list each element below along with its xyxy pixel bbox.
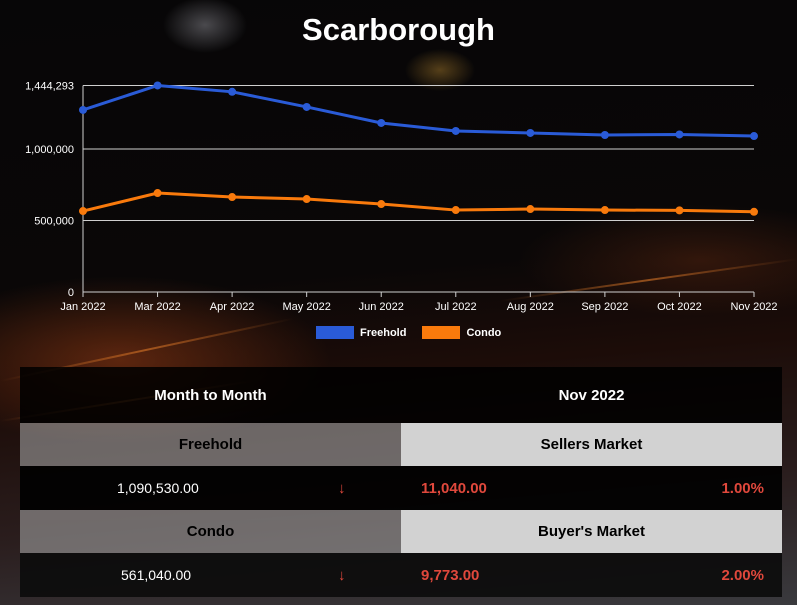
x-tick-label: Jun 2022: [359, 301, 404, 313]
data-point[interactable]: [526, 205, 535, 214]
data-point[interactable]: [79, 105, 87, 114]
data-point[interactable]: [600, 130, 609, 139]
y-tick-label: 500,000: [34, 216, 74, 228]
x-tick-label: Aug 2022: [507, 301, 554, 313]
chart-title: Scarborough: [302, 12, 495, 47]
y-tick-label: 1,444,293: [25, 80, 74, 92]
data-point[interactable]: [675, 206, 684, 215]
legend-label-freehold: Freehold: [360, 326, 407, 339]
freehold-percent: 1.00%: [721, 479, 764, 497]
y-tick-label: 1,000,000: [25, 144, 74, 156]
condo-percent: 2.00%: [721, 566, 764, 584]
freehold-price: 1,090,530.00: [117, 480, 199, 496]
chart-legend: Freehold Condo: [316, 326, 501, 339]
market-summary-table: Month to Month Nov 2022 Freehold Sellers…: [20, 367, 782, 597]
down-arrow-icon: ↓: [338, 566, 346, 584]
x-tick-label: Apr 2022: [210, 301, 255, 313]
freehold-label-row: Freehold Sellers Market: [20, 423, 782, 466]
x-tick-label: Nov 2022: [730, 301, 777, 313]
data-point[interactable]: [377, 200, 386, 209]
legend-label-condo: Condo: [466, 326, 502, 339]
condo-market-status: Buyer's Market: [401, 510, 782, 553]
condo-value-row: 561,040.00 ↓ 9,773.00 2.00%: [20, 553, 782, 597]
x-tick-label: Mar 2022: [134, 301, 180, 313]
data-point[interactable]: [153, 81, 162, 90]
down-arrow-icon: ↓: [338, 479, 346, 497]
x-tick-label: Jan 2022: [60, 301, 105, 313]
condo-label-row: Condo Buyer's Market: [20, 510, 782, 553]
x-tick-label: Jul 2022: [435, 301, 477, 313]
data-point[interactable]: [451, 126, 460, 135]
table-header-row: Month to Month Nov 2022: [20, 367, 782, 423]
legend-swatch-freehold: [316, 326, 354, 339]
header-month: Nov 2022: [401, 367, 782, 423]
freehold-market-status: Sellers Market: [401, 423, 782, 466]
freehold-label: Freehold: [20, 423, 401, 466]
legend-swatch-condo: [422, 326, 461, 339]
data-point[interactable]: [675, 130, 684, 139]
data-point[interactable]: [750, 132, 758, 141]
data-point[interactable]: [228, 87, 237, 96]
line-chart: 0 500,000 1,000,000 1,444,293 Jan 2022 Mar 20…: [25, 80, 777, 313]
data-point[interactable]: [228, 193, 237, 202]
y-tick-label: 0: [68, 287, 74, 299]
data-point[interactable]: [302, 102, 311, 111]
series-line-freehold: [82, 83, 755, 138]
freehold-change: 11,040.00: [421, 479, 487, 497]
data-point[interactable]: [377, 118, 386, 127]
series-line-condo: [82, 191, 755, 214]
condo-price: 561,040.00: [121, 567, 192, 583]
data-point[interactable]: [451, 206, 460, 215]
condo-change: 9,773.00: [421, 566, 480, 584]
data-point[interactable]: [153, 189, 162, 198]
data-point[interactable]: [79, 207, 87, 216]
x-tick-label: Sep 2022: [581, 301, 628, 313]
data-point[interactable]: [302, 195, 311, 204]
x-tick-label: Oct 2022: [657, 301, 702, 313]
freehold-value-row: 1,090,530.00 ↓ 11,040.00 1.00%: [20, 466, 782, 510]
data-point[interactable]: [600, 206, 609, 215]
data-point[interactable]: [750, 207, 758, 216]
condo-label: Condo: [20, 510, 401, 553]
header-month-to-month: Month to Month: [20, 367, 401, 423]
x-tick-label: May 2022: [283, 301, 331, 313]
data-point[interactable]: [526, 128, 535, 137]
